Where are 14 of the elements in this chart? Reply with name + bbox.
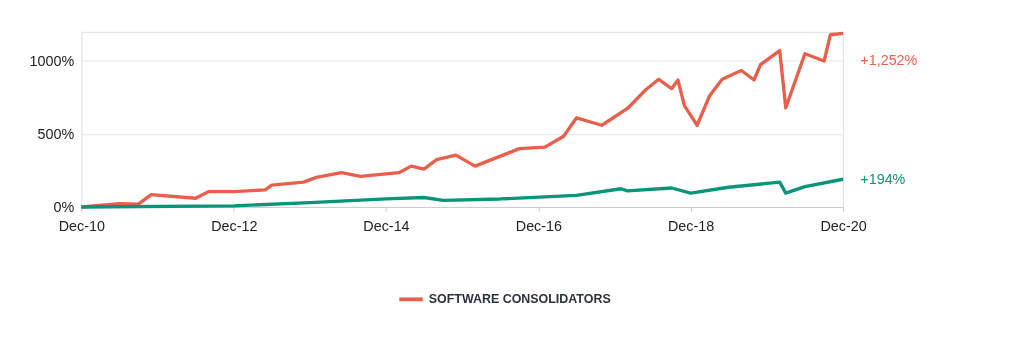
legend-label: SOFTWARE CONSOLIDATORS [428,292,611,307]
x-tick-label: Dec-14 [363,218,410,235]
x-tick-label: Dec-16 [515,218,563,235]
text: +194% [860,171,906,188]
x-tick-label: Dec-20 [820,218,867,235]
y-tick-label: 0% [53,199,75,216]
x-tick-label: Dec-10 [58,218,105,235]
y-tick-label: 500% [37,126,75,143]
line-series [79,31,845,209]
x-tick-label: Dec-18 [668,218,715,235]
text: +1,252% [860,51,918,68]
y-tick-label: 1000% [29,53,75,70]
x-tick-label: Dec-12 [211,218,258,235]
line-series [79,177,845,209]
